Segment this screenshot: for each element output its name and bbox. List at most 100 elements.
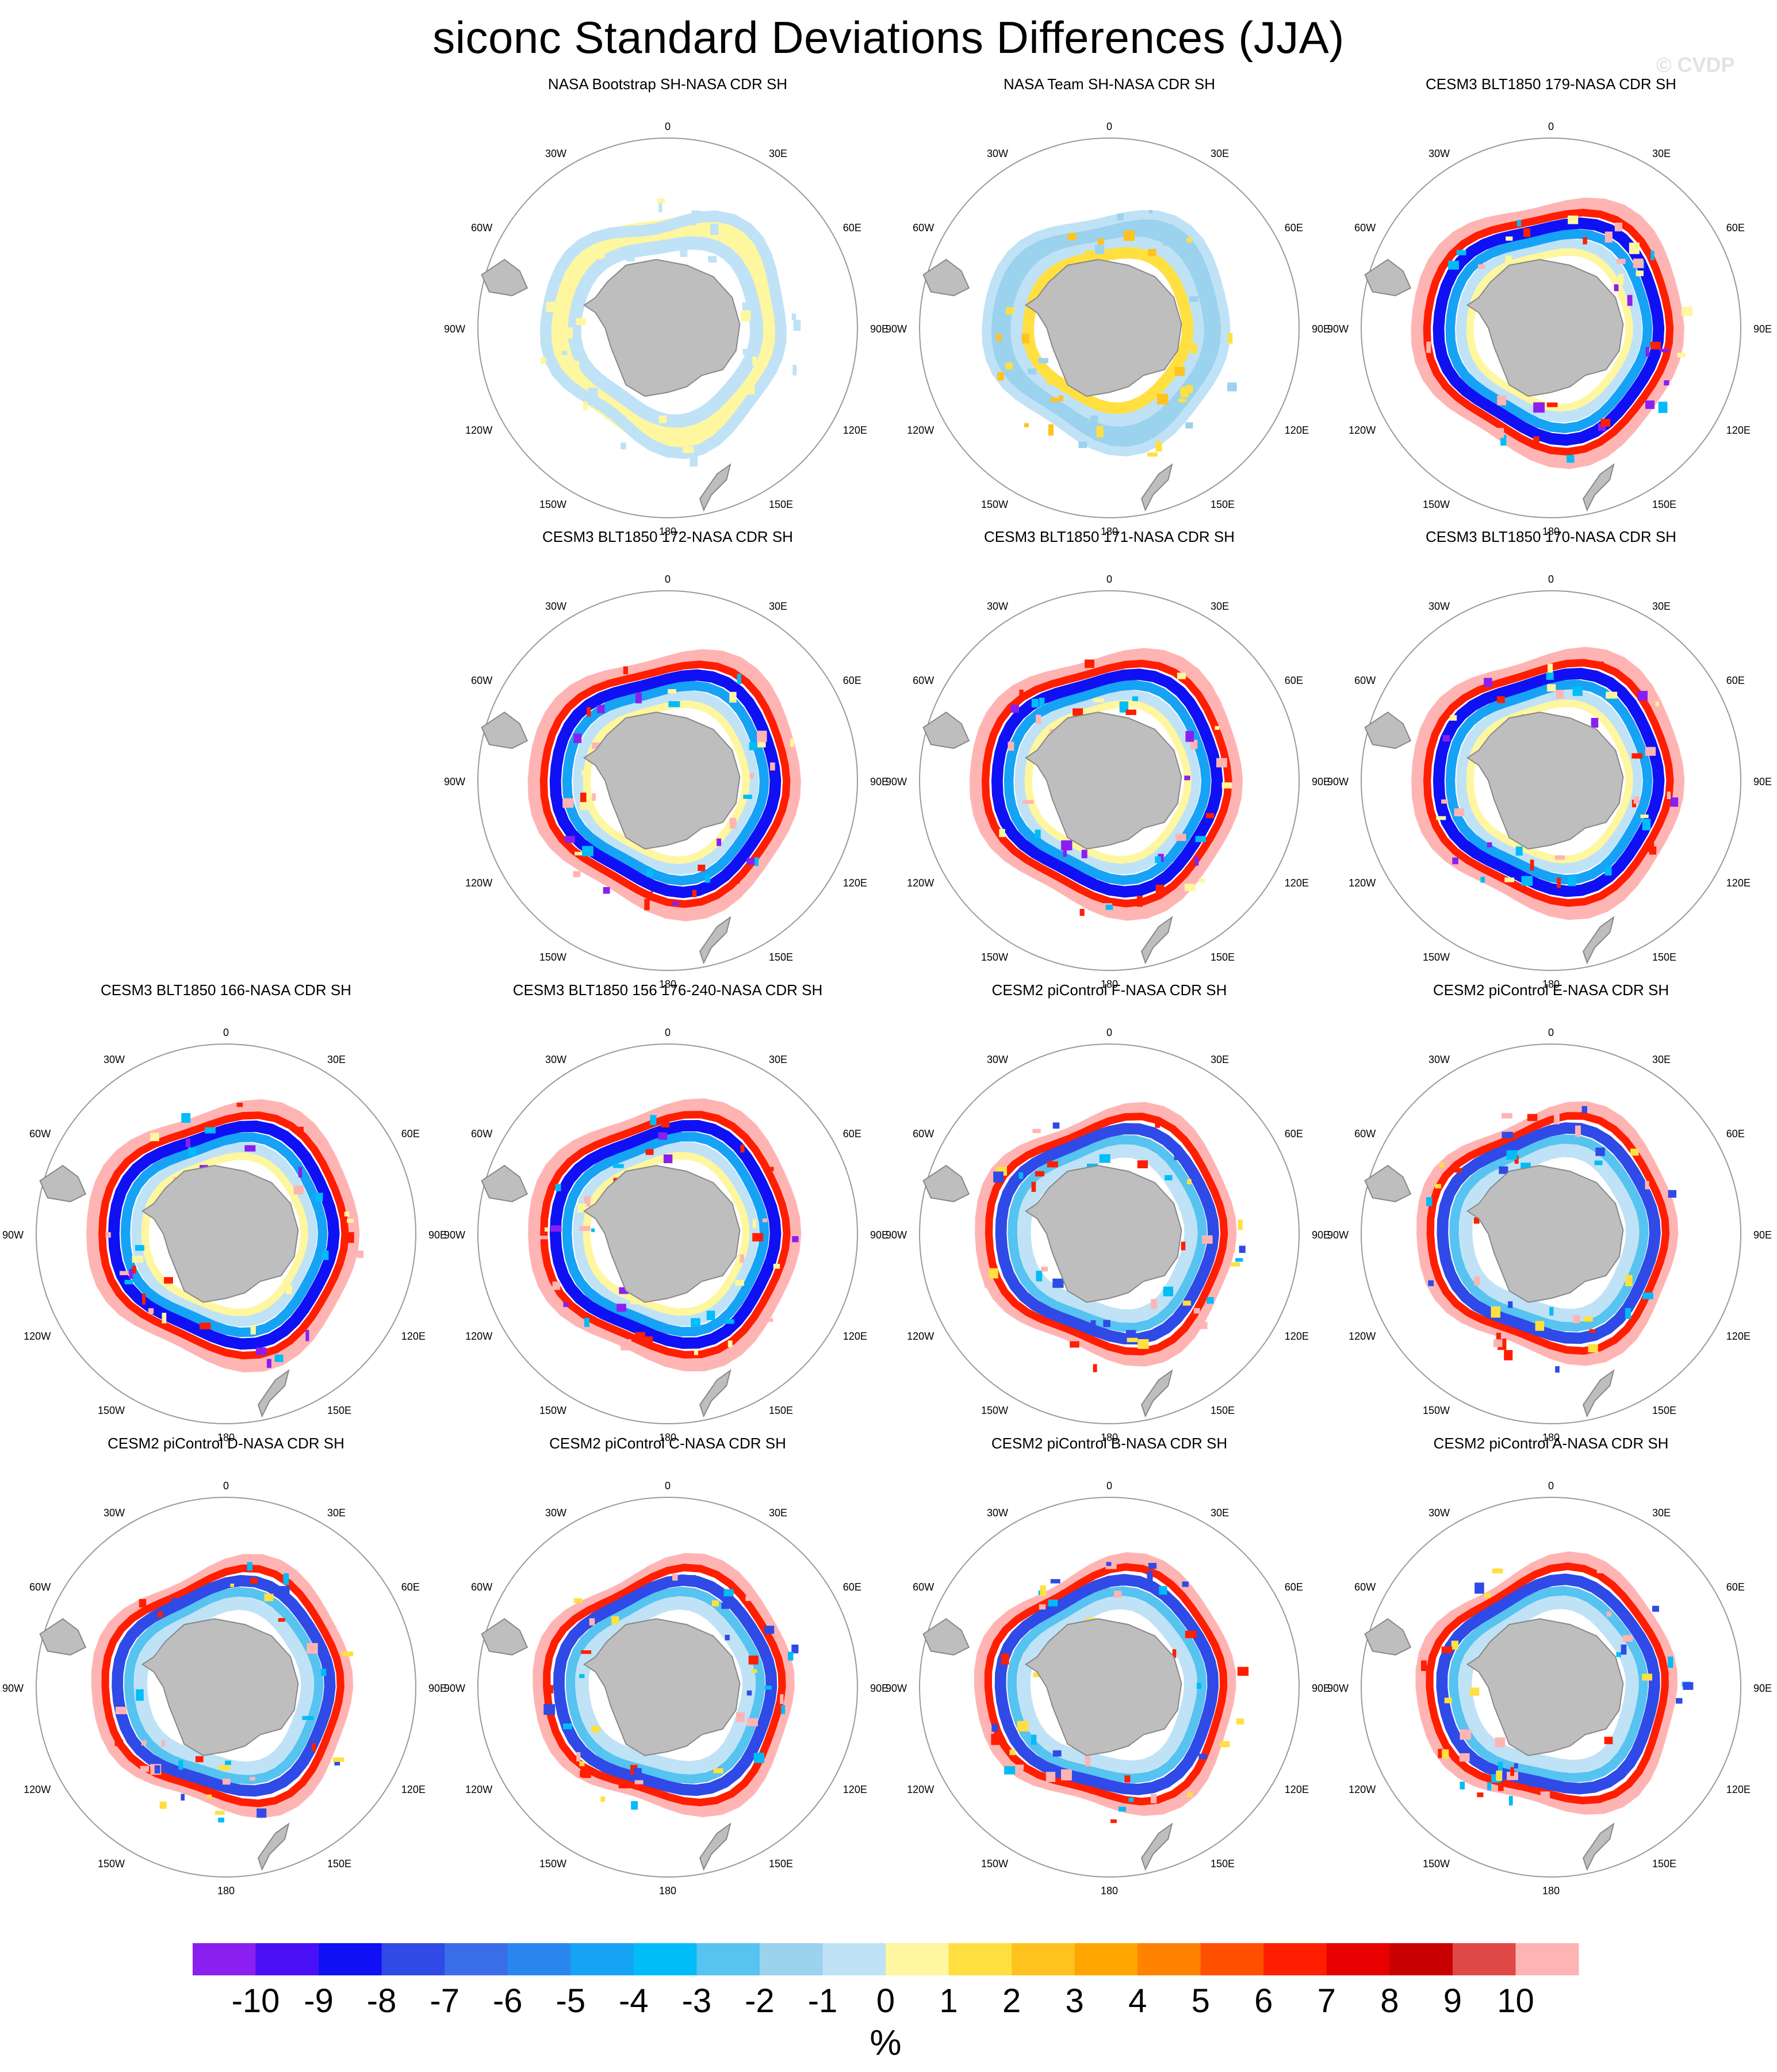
- ice-grid-cell: [1521, 1163, 1531, 1169]
- ice-grid-cell: [1095, 245, 1105, 254]
- ice-grid-cell: [1456, 250, 1466, 255]
- ice-grid-cell: [581, 1650, 592, 1654]
- ice-grid-cell: [1504, 1350, 1513, 1360]
- ice-std-diff-band: [120, 1132, 328, 1337]
- longitude-label: 60W: [471, 1581, 492, 1593]
- ice-field: [528, 1098, 802, 1371]
- ice-std-diff-band: [1456, 690, 1642, 874]
- ice-grid-cell: [1003, 353, 1013, 358]
- longitude-label: 0: [665, 1480, 671, 1492]
- ice-grid-cell: [997, 372, 1004, 381]
- ice-std-diff-band: [108, 1120, 340, 1350]
- longitude-label: 180: [1101, 526, 1118, 537]
- ice-grid-cell: [642, 247, 651, 253]
- ice-grid-cell: [1606, 1611, 1612, 1617]
- antarctica-landmass: [1024, 712, 1182, 850]
- ice-grid-cell: [1093, 698, 1105, 702]
- panel-title: CESM3 BLT1850 171-NASA CDR SH: [984, 528, 1235, 545]
- ice-grid-cell: [1529, 1780, 1541, 1787]
- ice-grid-cell: [683, 446, 694, 453]
- colorbar-segment: [633, 1943, 697, 1975]
- panel-title: NASA Bootstrap SH-NASA CDR SH: [548, 75, 787, 93]
- ice-grid-cell: [315, 1192, 323, 1202]
- longitude-label: 150W: [981, 951, 1008, 963]
- longitude-label: 120W: [465, 1784, 492, 1795]
- ice-grid-cell: [752, 356, 757, 366]
- ice-grid-cell: [247, 1562, 252, 1571]
- ice-grid-cell: [757, 741, 766, 748]
- panel-title: CESM2 piControl F-NASA CDR SH: [992, 981, 1227, 999]
- ice-grid-cell: [129, 1269, 133, 1279]
- ice-grid-cell: [1500, 434, 1507, 446]
- ice-std-diff-band: [1426, 1112, 1670, 1355]
- ice-grid-cell: [621, 442, 626, 450]
- longitude-label: 60E: [843, 222, 861, 234]
- colorbar-segment: [886, 1943, 949, 1975]
- ice-grid-cell: [1215, 726, 1220, 730]
- ice-grid-cell: [591, 1726, 600, 1733]
- colorbar-segment: [1074, 1943, 1138, 1975]
- ice-grid-cell: [1187, 1179, 1192, 1184]
- ice-std-diff-band: [575, 1596, 756, 1775]
- longitude-label: 90W: [1327, 776, 1349, 787]
- ice-grid-cell: [1572, 686, 1583, 696]
- ice-grid-cell: [1001, 1653, 1009, 1665]
- ice-grid-cell: [1105, 904, 1113, 910]
- south-america-tip: [922, 1164, 970, 1202]
- ice-grid-cell: [1155, 856, 1161, 863]
- longitude-label: 60E: [843, 1128, 861, 1140]
- ice-std-diff-band: [984, 1563, 1228, 1806]
- ice-std-diff-band: [141, 1152, 308, 1317]
- ice-grid-cell: [1221, 782, 1232, 789]
- ice-grid-cell: [592, 742, 603, 750]
- ice-std-diff-band: [1415, 1551, 1678, 1815]
- longitude-label: 120E: [1726, 425, 1751, 436]
- ice-grid-cell: [1235, 1258, 1243, 1262]
- ice-grid-cell: [1642, 1292, 1653, 1299]
- colorbar-segment: [1452, 1943, 1516, 1975]
- ice-grid-cell: [764, 1685, 772, 1690]
- ice-grid-cell: [545, 1227, 549, 1232]
- ice-grid-cell: [215, 1810, 225, 1815]
- longitude-label: 30E: [1652, 1507, 1671, 1519]
- ice-grid-cell: [1633, 796, 1640, 804]
- colorbar-segment: [1200, 1943, 1264, 1975]
- ice-grid-cell: [1506, 236, 1513, 241]
- longitude-label: 90W: [444, 1229, 465, 1241]
- south-america-tip: [1364, 1618, 1412, 1656]
- ice-grid-cell: [206, 1794, 212, 1799]
- antarctica-landmass: [583, 259, 741, 397]
- longitude-label: 0: [1548, 121, 1554, 132]
- ice-grid-cell: [749, 773, 754, 779]
- longitude-label: 0: [1548, 574, 1554, 585]
- ice-grid-cell: [250, 1777, 255, 1781]
- ice-grid-cell: [1627, 295, 1633, 306]
- ice-grid-cell: [996, 334, 1002, 341]
- ice-grid-cell: [668, 701, 680, 708]
- ice-grid-cell: [736, 1712, 745, 1722]
- ice-grid-cell: [334, 1762, 340, 1766]
- colorbar-tick-label: 4: [1128, 1982, 1147, 2020]
- longitude-label: 90E: [870, 1229, 888, 1241]
- antarctica-landmass: [1466, 259, 1624, 397]
- ice-grid-cell: [623, 666, 628, 675]
- ice-grid-cell: [340, 1282, 344, 1287]
- ice-std-diff-band: [1449, 1586, 1648, 1783]
- ice-grid-cell: [1155, 441, 1162, 452]
- ice-grid-cell: [1594, 1160, 1603, 1165]
- ice-grid-cell: [266, 1359, 271, 1368]
- ice-grid-cell: [576, 1752, 581, 1762]
- ice-grid-cell: [146, 1221, 150, 1227]
- longitude-label: 60W: [1354, 1581, 1376, 1593]
- longitude-label: 150W: [981, 1405, 1008, 1416]
- ice-grid-cell: [302, 1716, 314, 1720]
- ice-grid-cell: [178, 1760, 183, 1770]
- ice-grid-cell: [1185, 731, 1194, 742]
- south-america-tip: [922, 711, 970, 749]
- ice-grid-cell: [650, 1115, 657, 1125]
- ice-grid-cell: [1196, 1683, 1201, 1689]
- ice-std-diff-band: [989, 216, 1225, 448]
- ice-grid-cell: [1581, 1106, 1587, 1113]
- ice-grid-cell: [1439, 1163, 1445, 1167]
- ice-grid-cell: [742, 302, 754, 313]
